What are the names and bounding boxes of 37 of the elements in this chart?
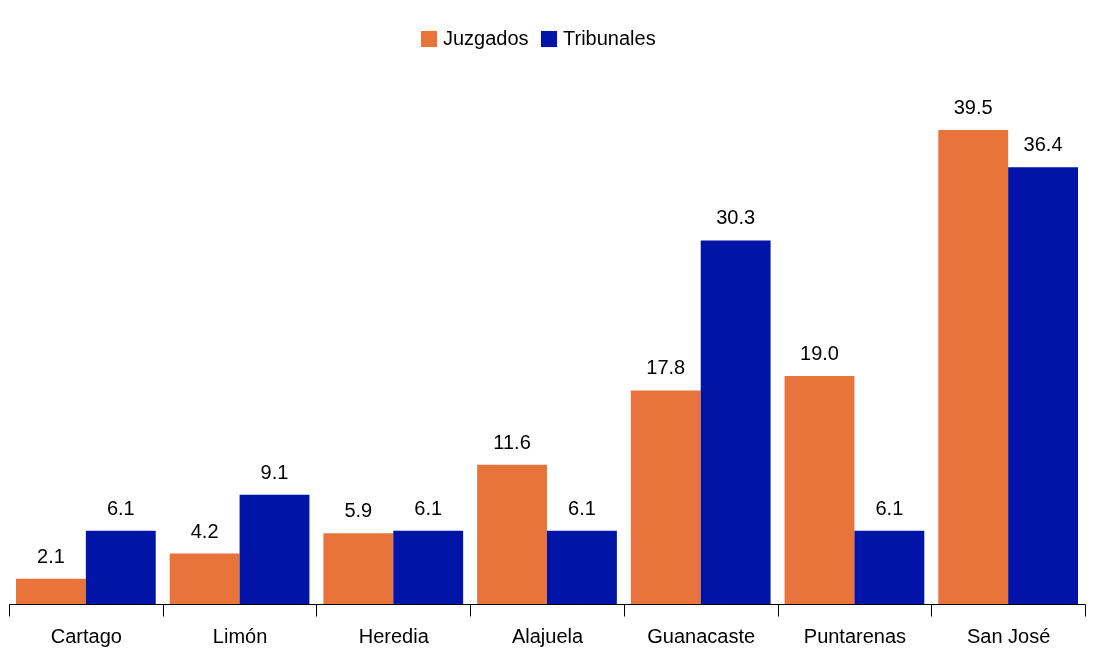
legend-label: Juzgados bbox=[443, 27, 529, 49]
data-label: 11.6 bbox=[493, 430, 531, 453]
bar bbox=[85, 530, 156, 604]
data-label: 6.1 bbox=[106, 496, 135, 519]
bar bbox=[1008, 167, 1079, 604]
x-tick-label: Guanacaste bbox=[647, 624, 756, 647]
x-tick-label: Limón bbox=[212, 624, 268, 647]
bar bbox=[938, 130, 1009, 604]
bar bbox=[784, 376, 855, 604]
bar bbox=[323, 533, 394, 604]
bar bbox=[547, 530, 617, 604]
bar bbox=[477, 464, 547, 604]
data-label: 36.4 bbox=[1023, 133, 1063, 156]
bar bbox=[630, 390, 701, 604]
data-label: 6.1 bbox=[568, 496, 596, 519]
legend-label: Tribunales bbox=[563, 27, 656, 49]
bar bbox=[239, 494, 310, 604]
data-label: 9.1 bbox=[260, 460, 289, 483]
bar bbox=[15, 578, 86, 604]
data-label: 19.0 bbox=[800, 342, 839, 364]
x-tick-label: San José bbox=[966, 624, 1051, 647]
data-label: 30.3 bbox=[716, 206, 756, 229]
data-label: 17.8 bbox=[646, 356, 686, 379]
bar bbox=[854, 530, 925, 604]
bar bbox=[700, 240, 771, 604]
x-tick-label: Heredia bbox=[358, 624, 430, 647]
data-label: 5.9 bbox=[344, 499, 373, 522]
x-tick-label: Cartago bbox=[50, 624, 122, 647]
x-tick-label: Alajuela bbox=[511, 624, 584, 647]
data-label: 6.1 bbox=[414, 496, 443, 519]
bar bbox=[169, 553, 240, 604]
data-label: 6.1 bbox=[875, 496, 904, 519]
data-label: 2.1 bbox=[37, 544, 65, 567]
bar bbox=[393, 530, 464, 604]
data-label: 4.2 bbox=[190, 519, 219, 542]
data-label: 39.5 bbox=[953, 96, 993, 118]
x-tick-label: Puntarenas bbox=[803, 624, 907, 647]
